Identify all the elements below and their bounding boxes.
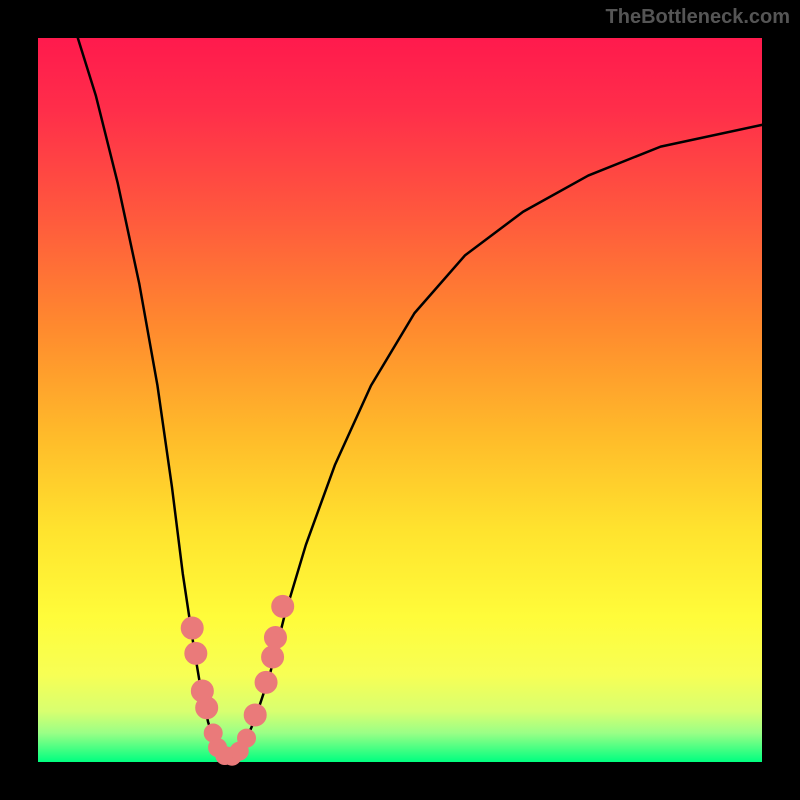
data-marker xyxy=(181,617,203,639)
bottleneck-chart xyxy=(0,0,800,800)
data-marker xyxy=(255,671,277,693)
data-marker xyxy=(272,595,294,617)
plot-background xyxy=(38,38,762,762)
data-marker xyxy=(262,646,284,668)
data-marker xyxy=(196,697,218,719)
data-marker xyxy=(238,729,256,747)
data-marker xyxy=(244,704,266,726)
data-marker xyxy=(264,626,286,648)
chart-container: TheBottleneck.com xyxy=(0,0,800,800)
data-marker xyxy=(185,642,207,664)
